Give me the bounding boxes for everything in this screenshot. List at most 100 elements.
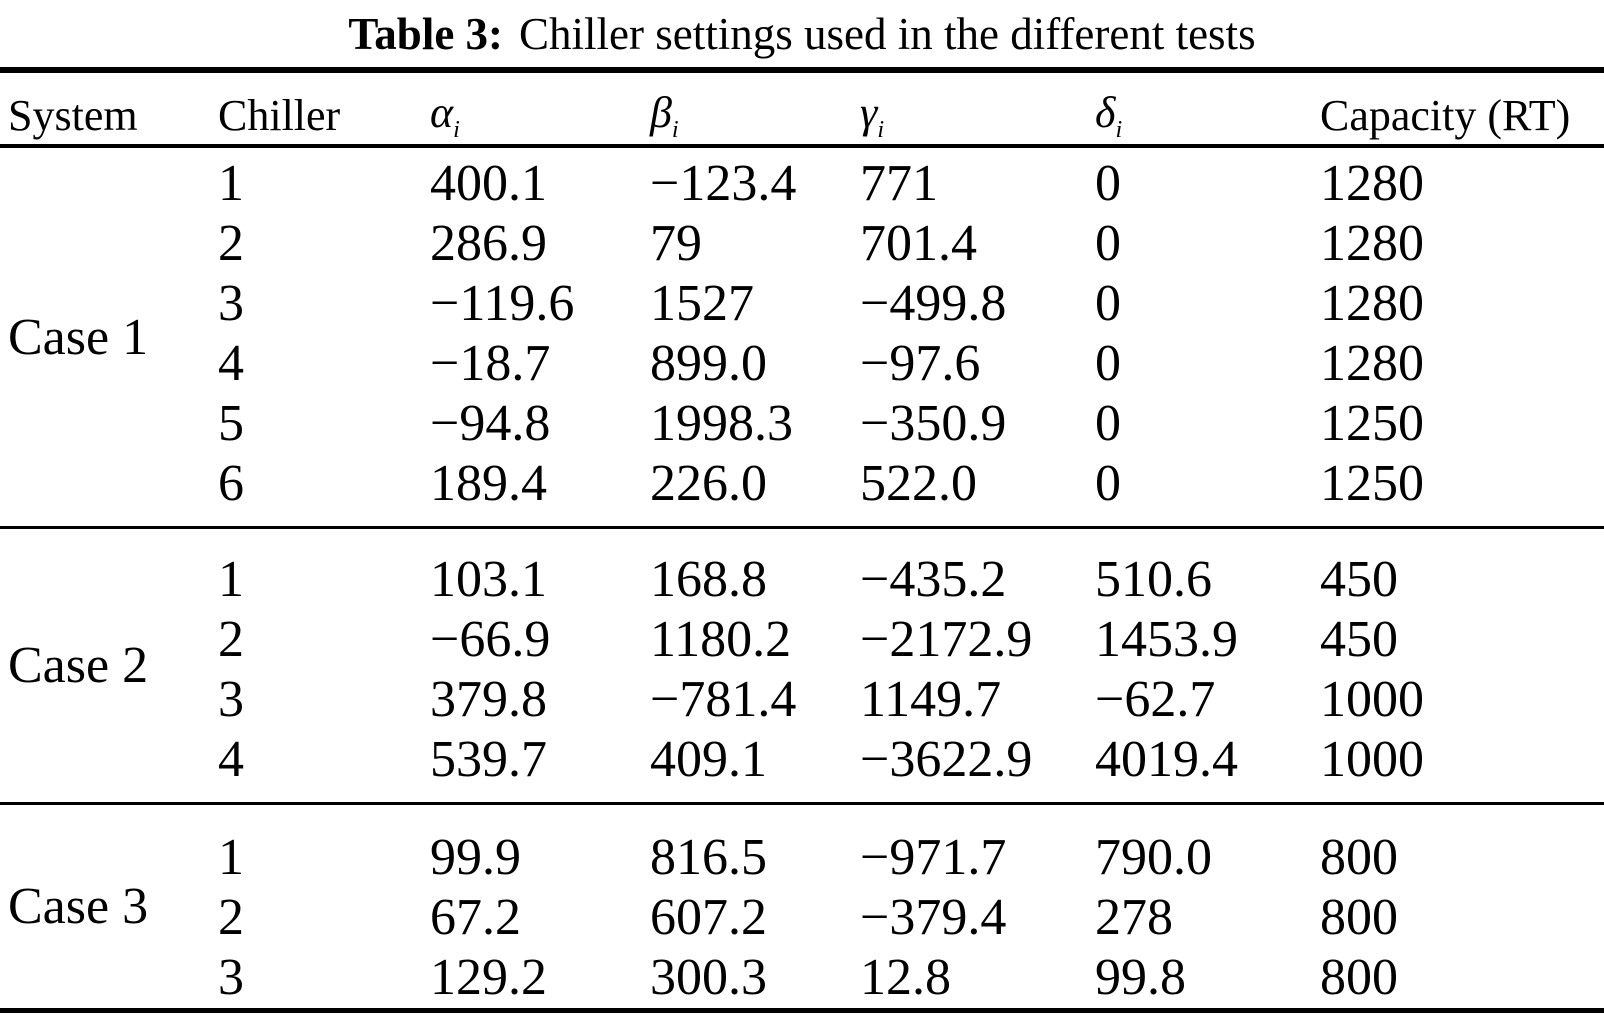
table-row: 6 189.4 226.0 522.0 0 1250 xyxy=(0,454,1604,514)
table-row: 5 −94.8 1998.3 −350.9 0 1250 xyxy=(0,394,1604,454)
case-label: Case 2 xyxy=(8,637,149,695)
gamma-symbol: γ xyxy=(860,88,878,137)
cell-capacity: 450 xyxy=(1320,551,1398,609)
chiller-settings-table: System Chiller αi βi γi δi Capacity (RT)… xyxy=(0,67,1604,1014)
group-spacer-row xyxy=(0,514,1604,528)
cell-capacity: 450 xyxy=(1320,611,1398,669)
table-caption: Table 3: Chiller settings used in the dif… xyxy=(0,0,1604,67)
alpha-symbol: α xyxy=(430,88,454,137)
cell-capacity: 1280 xyxy=(1320,215,1424,273)
table-row: 4 539.7 409.1 −3622.9 4019.4 1000 xyxy=(0,730,1604,790)
table-row: 2 286.9 79 701.4 0 1280 xyxy=(0,214,1604,274)
spacer xyxy=(218,514,1604,528)
cell-delta: 4019.4 xyxy=(1095,731,1238,789)
group-spacer-row: Case 2 xyxy=(0,528,1604,694)
cell-capacity: 1280 xyxy=(1320,335,1424,393)
cell-beta: 168.8 xyxy=(650,551,767,609)
cell-chiller: 3 xyxy=(218,275,244,333)
cell-alpha: 400.1 xyxy=(430,155,547,213)
cell-alpha: −119.6 xyxy=(430,275,575,333)
cell-gamma: 701.4 xyxy=(860,215,977,273)
cell-alpha: 99.9 xyxy=(430,829,521,887)
cell-chiller: 2 xyxy=(218,611,244,669)
group-spacer-row xyxy=(0,790,1604,804)
cell-alpha: 189.4 xyxy=(430,455,547,513)
cell-gamma: −499.8 xyxy=(860,275,1007,333)
table-row: 3 −119.6 1527 −499.8 0 1280 xyxy=(0,274,1604,334)
cell-capacity: 1000 xyxy=(1320,671,1424,729)
table-row: 3 129.2 300.3 12.8 99.8 800 xyxy=(0,948,1604,1008)
cell-gamma: 12.8 xyxy=(860,949,951,1007)
column-header-chiller: Chiller xyxy=(218,70,430,148)
spacer xyxy=(218,528,1604,550)
cell-chiller: 1 xyxy=(218,551,244,609)
cell-beta: 226.0 xyxy=(650,455,767,513)
cell-beta: 816.5 xyxy=(650,829,767,887)
cell-beta: 1180.2 xyxy=(650,611,792,669)
table-row: 3 379.8 −781.4 1149.7 −62.7 1000 xyxy=(0,670,1604,730)
cell-alpha: 103.1 xyxy=(430,551,547,609)
case-label: Case 3 xyxy=(8,878,149,936)
spacer xyxy=(218,790,1604,804)
cell-capacity: 1280 xyxy=(1320,275,1424,333)
alpha-subscript: i xyxy=(453,115,460,143)
cell-chiller: 1 xyxy=(218,829,244,887)
cell-beta: 607.2 xyxy=(650,889,767,947)
cell-chiller: 4 xyxy=(218,335,244,393)
group-spacer-row xyxy=(0,1008,1604,1011)
column-header-beta: βi xyxy=(650,70,860,148)
table-row: 2 −66.9 1180.2 −2172.9 1453.9 450 xyxy=(0,610,1604,670)
cell-delta: 99.8 xyxy=(1095,949,1186,1007)
column-header-gamma: γi xyxy=(860,70,1095,148)
table-row: 2 67.2 607.2 −379.4 278 800 xyxy=(0,888,1604,948)
cell-alpha: 129.2 xyxy=(430,949,547,1007)
table-row: 4 −18.7 899.0 −97.6 0 1280 xyxy=(0,334,1604,394)
case-3-group: Case 3 1 99.9 816.5 −971.7 790.0 800 2 67.2 607.2… xyxy=(0,803,1604,1011)
cell-beta: 1998.3 xyxy=(650,395,793,453)
cell-gamma: 522.0 xyxy=(860,455,977,513)
cell-alpha: −18.7 xyxy=(430,335,551,393)
cell-gamma: −435.2 xyxy=(860,551,1007,609)
cell-alpha: −66.9 xyxy=(430,611,551,669)
cell-capacity: 1250 xyxy=(1320,395,1424,453)
cell-gamma: 1149.7 xyxy=(860,671,1002,729)
header-row: System Chiller αi βi γi δi Capacity (RT) xyxy=(0,70,1604,148)
cell-capacity: 1280 xyxy=(1320,155,1424,213)
cell-delta: 1453.9 xyxy=(1095,611,1238,669)
spacer xyxy=(218,146,1604,154)
spacer xyxy=(218,1008,1604,1011)
cell-chiller: 5 xyxy=(218,395,244,453)
column-header-alpha: αi xyxy=(430,70,650,148)
table-row: 1 103.1 168.8 −435.2 510.6 450 xyxy=(0,550,1604,610)
case-label: Case 1 xyxy=(8,308,149,366)
cell-gamma: −2172.9 xyxy=(860,611,1033,669)
table-header: System Chiller αi βi γi δi Capacity (RT) xyxy=(0,70,1604,148)
spacer xyxy=(218,804,1604,828)
delta-subscript: i xyxy=(1115,115,1123,143)
column-header-capacity: Capacity (RT) xyxy=(1320,70,1604,148)
cell-capacity: 800 xyxy=(1320,829,1398,887)
cell-gamma: −379.4 xyxy=(860,889,1007,947)
cell-delta: 510.6 xyxy=(1095,551,1212,609)
beta-subscript: i xyxy=(671,115,679,143)
cell-beta: 899.0 xyxy=(650,335,767,393)
cell-gamma: 771 xyxy=(860,155,938,213)
cell-delta: 0 xyxy=(1095,455,1121,513)
case-1-group: Case 1 1 400.1 −123.4 771 0 1280 2 286.9 79 701.4 0… xyxy=(0,146,1604,528)
cell-chiller: 1 xyxy=(218,155,244,213)
cell-delta: 0 xyxy=(1095,215,1121,273)
cell-alpha: 67.2 xyxy=(430,889,521,947)
cell-gamma: −97.6 xyxy=(860,335,981,393)
cell-chiller: 6 xyxy=(218,455,244,513)
cell-gamma: −3622.9 xyxy=(860,731,1033,789)
table-row: 1 99.9 816.5 −971.7 790.0 800 xyxy=(0,828,1604,888)
cell-chiller: 3 xyxy=(218,671,244,729)
delta-symbol: δ xyxy=(1095,88,1116,137)
cell-gamma: −350.9 xyxy=(860,395,1007,453)
column-header-system: System xyxy=(0,70,218,148)
cell-alpha: 379.8 xyxy=(430,671,547,729)
cell-beta: 300.3 xyxy=(650,949,767,1007)
table-caption-text: Chiller settings used in the different t… xyxy=(519,9,1256,59)
cell-capacity: 1250 xyxy=(1320,455,1424,513)
cell-capacity: 800 xyxy=(1320,889,1398,947)
